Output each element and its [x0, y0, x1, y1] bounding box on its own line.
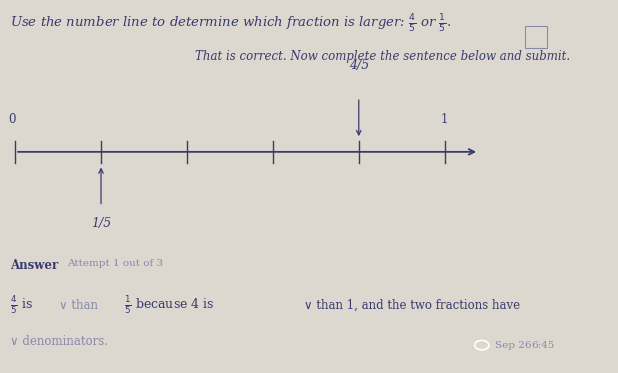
Text: Attempt 1 out of 3: Attempt 1 out of 3: [67, 260, 163, 269]
Text: $\frac{4}{5}$ is: $\frac{4}{5}$ is: [10, 294, 33, 316]
Text: Use the number line to determine which fraction is larger: $\frac{4}{5}$ or $\fr: Use the number line to determine which f…: [10, 13, 451, 35]
Text: $\frac{1}{5}$ because 4 is: $\frac{1}{5}$ because 4 is: [124, 294, 214, 316]
Text: ∨ than 1, and the two fractions have: ∨ than 1, and the two fractions have: [305, 298, 520, 311]
Text: 6:45: 6:45: [531, 341, 554, 350]
Text: 4/5: 4/5: [349, 59, 369, 72]
Text: That is correct. Now complete the sentence below and submit.: That is correct. Now complete the senten…: [195, 50, 570, 63]
Text: 1/5: 1/5: [91, 217, 111, 231]
Text: 0: 0: [9, 113, 16, 126]
Text: ∨ denominators.: ∨ denominators.: [10, 335, 108, 348]
Text: Sep 26: Sep 26: [496, 341, 532, 350]
Text: ∨ than: ∨ than: [59, 298, 98, 311]
Text: 1: 1: [441, 113, 449, 126]
Text: Answer: Answer: [10, 260, 58, 272]
